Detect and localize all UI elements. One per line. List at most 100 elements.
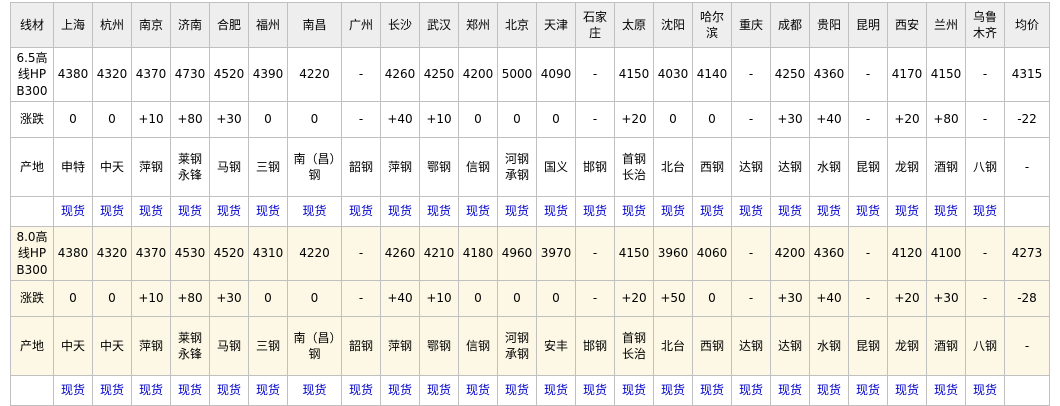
spot-link[interactable]: 现货 (660, 383, 685, 398)
spot-link[interactable]: 现货 (777, 204, 802, 219)
origin-cell: 中天 (53, 316, 93, 376)
origin-cell: - (1004, 316, 1050, 376)
spot-link[interactable]: 现货 (543, 383, 568, 398)
spot-link[interactable]: 现货 (933, 383, 958, 398)
spot-link[interactable]: 现货 (426, 204, 451, 219)
spot-link[interactable]: 现货 (972, 383, 997, 398)
spot-link[interactable]: 现货 (60, 383, 85, 398)
spot-cell (1004, 196, 1050, 227)
origin-cell: 鄂钢 (419, 137, 459, 197)
spot-link[interactable]: 现货 (738, 383, 763, 398)
origin-cell: 龙钢 (887, 137, 927, 197)
spot-link[interactable]: 现货 (387, 383, 412, 398)
spot-cell: 现货 (248, 375, 288, 406)
spot-link[interactable]: 现货 (582, 383, 607, 398)
spot-link[interactable]: 现货 (738, 204, 763, 219)
price-cell: 4520 (209, 226, 249, 281)
spot-link[interactable]: 现货 (216, 204, 241, 219)
origin-cell: 八钢 (965, 316, 1005, 376)
origin-cell: 南（昌）钢 (287, 316, 342, 376)
spot-link[interactable]: 现货 (855, 383, 880, 398)
column-header: 上海 (53, 2, 93, 48)
column-header: 太原 (614, 2, 654, 48)
origin-cell: 八钢 (965, 137, 1005, 197)
spot-cell: 现货 (848, 196, 888, 227)
spot-link[interactable]: 现货 (348, 204, 373, 219)
change-cell: +10 (419, 101, 459, 138)
origin-cell: 马钢 (209, 316, 249, 376)
spot-link[interactable]: 现货 (99, 204, 124, 219)
spot-cell: 现货 (614, 196, 654, 227)
spot-link[interactable]: 现货 (816, 383, 841, 398)
spot-link[interactable]: 现货 (504, 383, 529, 398)
spot-link[interactable]: 现货 (255, 204, 280, 219)
spot-link[interactable]: 现货 (855, 204, 880, 219)
column-header: 长沙 (380, 2, 420, 48)
origin-cell: 申特 (53, 137, 93, 197)
spot-link[interactable]: 现货 (972, 204, 997, 219)
spot-link[interactable]: 现货 (177, 383, 202, 398)
price-cell: 4140 (692, 47, 732, 102)
spot-link[interactable]: 现货 (933, 204, 958, 219)
spot-cell: 现货 (131, 196, 171, 227)
spot-link[interactable]: 现货 (777, 383, 802, 398)
price-cell: 5000 (497, 47, 537, 102)
spot-cell: 现货 (380, 375, 420, 406)
spot-link[interactable]: 现货 (621, 383, 646, 398)
spot-link[interactable]: 现货 (699, 383, 724, 398)
spot-link[interactable]: 现货 (302, 383, 327, 398)
spot-link[interactable]: 现货 (816, 204, 841, 219)
spot-link[interactable]: 现货 (465, 204, 490, 219)
spot-link[interactable]: 现货 (465, 383, 490, 398)
change-cell: 0 (536, 280, 576, 317)
spot-link[interactable]: 现货 (255, 383, 280, 398)
change-cell: +40 (809, 101, 849, 138)
spot-link[interactable]: 现货 (348, 383, 373, 398)
origin-cell: 北台 (653, 137, 693, 197)
origin-cell: 邯钢 (575, 137, 615, 197)
change-cell: +40 (809, 280, 849, 317)
spot-link[interactable]: 现货 (894, 383, 919, 398)
change-cell: - (575, 280, 615, 317)
change-cell: 0 (458, 101, 498, 138)
spot-link[interactable]: 现货 (621, 204, 646, 219)
origin-cell: 马钢 (209, 137, 249, 197)
row-label-empty (10, 375, 54, 406)
spot-cell: 现货 (653, 196, 693, 227)
column-header: 沈阳 (653, 2, 693, 48)
spot-link[interactable]: 现货 (699, 204, 724, 219)
price-cell: 4170 (887, 47, 927, 102)
spot-link[interactable]: 现货 (177, 204, 202, 219)
spot-link[interactable]: 现货 (504, 204, 529, 219)
spot-link[interactable]: 现货 (216, 383, 241, 398)
column-header: 乌鲁木齐 (965, 2, 1005, 48)
spot-cell: 现货 (170, 196, 210, 227)
spot-link[interactable]: 现货 (894, 204, 919, 219)
spot-link[interactable]: 现货 (426, 383, 451, 398)
table-body: 6.5高线HPB300 4380 4320 4370 4730 4520 4390 4220-… (10, 47, 1050, 406)
spot-link[interactable]: 现货 (138, 204, 163, 219)
origin-cell: 酒钢 (926, 137, 966, 197)
price-cell: 4150 (614, 226, 654, 281)
spot-link[interactable]: 现货 (138, 383, 163, 398)
spot-link[interactable]: 现货 (582, 204, 607, 219)
price-cell: - (848, 226, 888, 281)
spot-link[interactable]: 现货 (543, 204, 568, 219)
origin-cell: 达钢 (770, 137, 810, 197)
origin-cell: 酒钢 (926, 316, 966, 376)
spot-link[interactable]: 现货 (660, 204, 685, 219)
spot-link[interactable]: 现货 (60, 204, 85, 219)
origin-cell: 昆钢 (848, 137, 888, 197)
price-cell: 4220 (287, 47, 342, 102)
price-cell: 4060 (692, 226, 732, 281)
change-cell: 0 (53, 101, 93, 138)
origin-cell: 信钢 (458, 137, 498, 197)
spot-link[interactable]: 现货 (387, 204, 412, 219)
origin-cell: 河钢承钢 (497, 316, 537, 376)
origin-cell: 韶钢 (341, 316, 381, 376)
change-cell: 0 (692, 101, 732, 138)
price-cell: 4220 (287, 226, 342, 281)
spot-cell: 现货 (287, 375, 342, 406)
spot-link[interactable]: 现货 (99, 383, 124, 398)
spot-link[interactable]: 现货 (302, 204, 327, 219)
